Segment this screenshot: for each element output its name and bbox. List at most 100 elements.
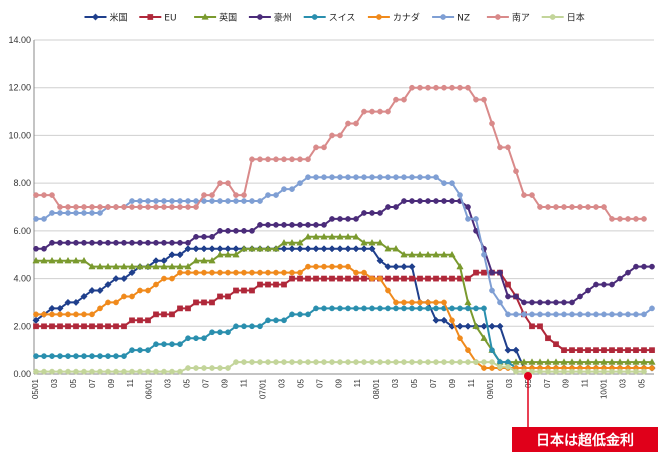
- data-point: [513, 168, 519, 175]
- data-point: [545, 299, 551, 306]
- data-point: [193, 365, 199, 371]
- x-tick-label: 03: [277, 378, 286, 387]
- data-point: [105, 299, 111, 306]
- data-point: [449, 180, 455, 186]
- data-point: [289, 311, 295, 318]
- data-point: [401, 275, 407, 282]
- data-point: [344, 233, 352, 240]
- data-point: [393, 359, 399, 365]
- data-point: [345, 120, 351, 127]
- data-point: [129, 198, 135, 204]
- data-point: [569, 311, 575, 318]
- data-point: [297, 275, 303, 282]
- data-point: [153, 341, 159, 348]
- data-point: [257, 156, 263, 163]
- data-point: [41, 353, 47, 359]
- data-point: [249, 287, 255, 294]
- data-point: [361, 210, 367, 216]
- data-point: [265, 192, 271, 198]
- data-point: [632, 358, 640, 365]
- data-point: [169, 368, 175, 375]
- data-point: [409, 84, 415, 91]
- data-point: [337, 174, 343, 181]
- series-line: [36, 307, 652, 369]
- data-point: [257, 281, 263, 288]
- legend-item: 英国: [194, 12, 237, 24]
- data-point: [385, 287, 391, 294]
- data-point: [65, 239, 71, 246]
- data-point: [329, 132, 335, 139]
- data-point: [265, 222, 271, 228]
- data-point: [641, 216, 647, 222]
- data-point: [192, 256, 200, 264]
- data-point: [617, 275, 623, 282]
- data-point: [489, 269, 495, 276]
- data-point: [369, 359, 375, 365]
- data-point: [225, 293, 231, 300]
- data-point: [120, 262, 128, 270]
- data-point: [65, 311, 71, 318]
- data-point: [368, 238, 376, 246]
- data-point: [137, 239, 143, 246]
- data-point: [321, 263, 327, 270]
- data-point: [257, 198, 263, 204]
- data-point: [177, 341, 183, 348]
- data-point: [584, 358, 592, 365]
- y-tick-label: 2.00: [13, 321, 31, 331]
- data-point: [369, 210, 375, 216]
- data-point: [128, 262, 136, 270]
- data-point: [497, 299, 503, 306]
- data-point: [569, 204, 575, 210]
- data-point: [225, 180, 231, 186]
- data-point: [401, 299, 407, 306]
- data-point: [480, 322, 488, 330]
- data-point: [49, 368, 55, 375]
- data-point: [41, 216, 47, 222]
- data-point: [312, 245, 320, 253]
- legend-item: NZ: [432, 14, 470, 24]
- data-point: [129, 368, 135, 375]
- legend-marker: [311, 14, 318, 20]
- data-point: [217, 228, 223, 234]
- data-point: [80, 256, 88, 264]
- data-point: [81, 204, 87, 210]
- data-point: [353, 305, 359, 312]
- x-tick-label: 03: [50, 378, 59, 387]
- data-point: [257, 269, 263, 276]
- data-point: [81, 210, 87, 216]
- series-EU: [33, 269, 655, 353]
- data-point: [329, 275, 335, 282]
- data-point: [504, 346, 512, 354]
- data-point: [265, 317, 271, 324]
- data-point: [321, 305, 327, 312]
- data-point: [217, 365, 223, 371]
- data-point: [49, 353, 55, 359]
- data-point: [368, 245, 376, 253]
- legend-marker: [257, 14, 263, 20]
- series-南ア: [33, 84, 647, 222]
- data-point: [545, 311, 551, 318]
- data-point: [480, 334, 488, 341]
- data-point: [161, 239, 167, 246]
- data-point: [280, 245, 288, 253]
- data-point: [353, 174, 359, 181]
- data-point: [313, 305, 319, 312]
- data-point: [336, 233, 344, 240]
- data-point: [529, 368, 535, 375]
- x-tick-label: 11: [239, 378, 248, 387]
- data-point: [449, 275, 455, 282]
- data-point: [304, 233, 312, 240]
- data-point: [81, 323, 87, 330]
- data-point: [433, 198, 439, 204]
- data-point: [345, 263, 351, 270]
- data-point: [137, 317, 143, 324]
- data-point: [192, 245, 200, 253]
- series-lines: [32, 84, 656, 375]
- data-point: [89, 204, 95, 210]
- x-tick-label: 09: [107, 378, 116, 387]
- data-point: [89, 353, 95, 359]
- data-point: [185, 239, 191, 246]
- data-point: [329, 359, 335, 365]
- legend-item: 豪州: [248, 12, 292, 24]
- data-point: [145, 239, 151, 246]
